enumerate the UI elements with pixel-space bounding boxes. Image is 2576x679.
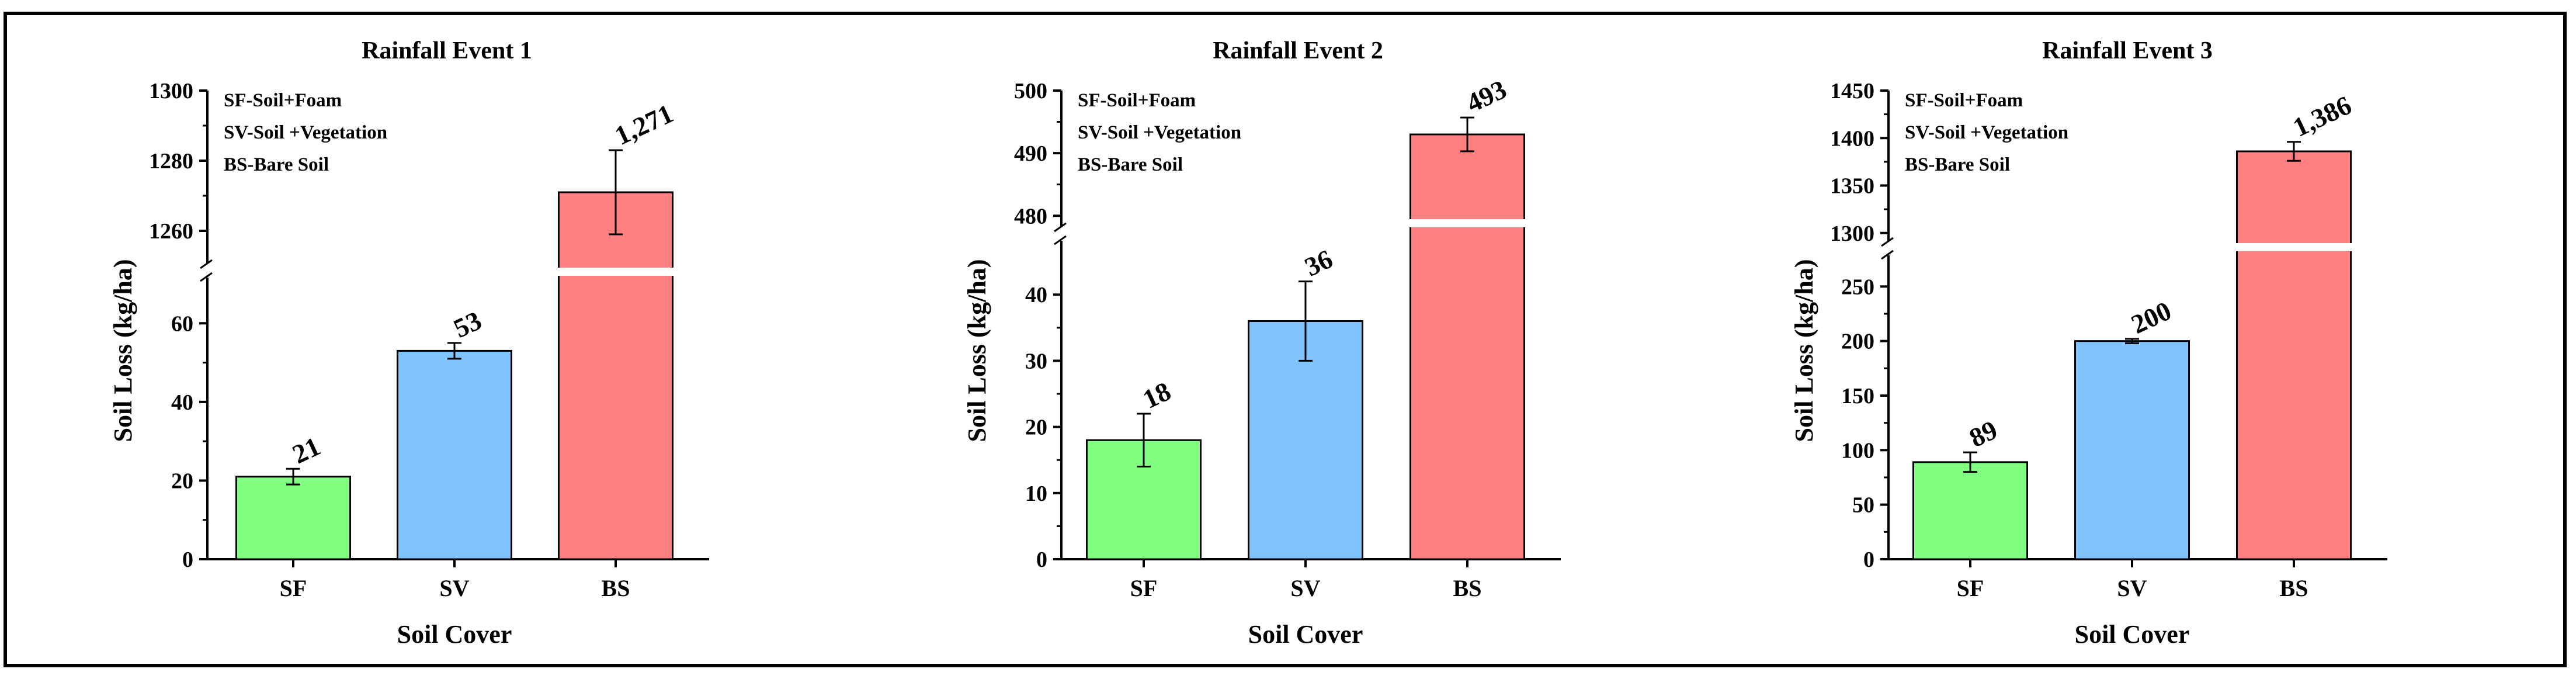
legend-entry: BS-Bare Soil (1078, 154, 1183, 175)
chart-title: Rainfall Event 1 (362, 37, 532, 64)
legend-entry: BS-Bare Soil (1905, 154, 2010, 175)
data-label: 493 (1462, 74, 1511, 118)
x-tick-label: SF (1957, 575, 1984, 601)
y-tick-label: 1260 (149, 219, 193, 244)
bar-sf (1912, 461, 2028, 560)
bar-break-band (2235, 243, 2352, 251)
bar-sf (235, 476, 351, 560)
x-tick-label: BS (602, 575, 630, 601)
y-tick-label: 250 (1841, 275, 1874, 299)
y-tick-label: 1450 (1830, 79, 1874, 103)
y-tick-label: 1280 (149, 149, 193, 174)
y-tick-label: 0 (1863, 548, 1874, 572)
chart-panel-event-2: Rainfall Event 2 0 10 20 30 40 480 490 500 Soil L… (963, 37, 1561, 649)
chart-title: Rainfall Event 3 (2042, 37, 2213, 64)
y-axis-title: Soil Loss (kg/ha) (1790, 259, 1818, 442)
x-tick-label: SV (1290, 575, 1320, 601)
legend-entry: SV-Soil +Vegetation (1078, 122, 1241, 143)
axis-break-mark (1054, 235, 1067, 245)
x-tick-label: SV (439, 575, 469, 601)
legend-entry: SF-Soil+Foam (224, 90, 342, 111)
bar-bs (2236, 150, 2352, 560)
data-label: 1,271 (610, 98, 678, 151)
y-tick-label: 150 (1841, 384, 1874, 408)
legend-entry: SV-Soil +Vegetation (224, 122, 387, 143)
data-label: 36 (1300, 244, 1337, 282)
y-tick-label: 20 (171, 469, 193, 493)
y-tick-label: 30 (1025, 349, 1047, 373)
y-tick-label: 20 (1025, 415, 1047, 440)
bar-sv (397, 349, 512, 560)
y-tick-label: 1300 (1830, 221, 1874, 246)
axis-break-mark (200, 272, 213, 282)
figure-frame (4, 12, 2567, 667)
y-tick-label: 0 (182, 548, 193, 572)
y-tick-label: 1350 (1830, 174, 1874, 199)
data-label: 18 (1138, 376, 1175, 414)
axis-break-mark (200, 259, 213, 269)
y-tick-label: 40 (1025, 283, 1047, 307)
axis-break-mark (1881, 250, 1894, 260)
x-tick-label: SV (2117, 575, 2147, 601)
y-tick-label: 40 (171, 390, 193, 415)
y-tick-label: 200 (1841, 330, 1874, 354)
data-label: 1,386 (2289, 90, 2356, 143)
chart-title: Rainfall Event 2 (1213, 37, 1383, 64)
y-tick-label: 1400 (1830, 126, 1874, 151)
y-axis-title: Soil Loss (kg/ha) (109, 259, 137, 442)
chart-panel-event-1: Rainfall Event 1 0 20 40 60 1260 1280 1300 Soil … (109, 37, 709, 649)
legend-entry: SF-Soil+Foam (1905, 90, 2023, 111)
data-label: 200 (2127, 296, 2176, 340)
bar-bs (1409, 133, 1525, 560)
data-label: 21 (288, 431, 325, 470)
bar-break-band (557, 268, 674, 276)
bar-break-band (1409, 219, 1526, 227)
legend-entry: BS-Bare Soil (224, 154, 329, 175)
data-label: 53 (449, 305, 486, 344)
y-tick-label: 60 (171, 311, 193, 336)
legend-entry: SV-Soil +Vegetation (1905, 122, 2068, 143)
x-axis-title: Soil Cover (397, 620, 512, 649)
x-tick-label: BS (1453, 575, 1482, 601)
y-tick-label: 1300 (149, 79, 193, 103)
x-axis-title: Soil Cover (1248, 620, 1363, 649)
x-tick-label: BS (2280, 575, 2308, 601)
y-tick-label: 50 (1852, 493, 1874, 518)
y-tick-label: 500 (1014, 79, 1047, 103)
data-label: 89 (1965, 414, 2002, 453)
chart-panel-event-3: Rainfall Event 3 0 50 100 150 200 250 1300 1350 1… (1790, 37, 2387, 649)
y-tick-label: 10 (1025, 481, 1047, 506)
y-tick-label: 0 (1036, 548, 1047, 572)
x-tick-label: SF (1130, 575, 1158, 601)
y-axis-title: Soil Loss (kg/ha) (963, 259, 991, 442)
x-tick-label: SF (280, 575, 307, 601)
bar-sv (2074, 340, 2190, 560)
axis-break-mark (1054, 222, 1067, 233)
bar-bs (558, 191, 673, 560)
x-axis-title: Soil Cover (2075, 620, 2190, 649)
axis-break-mark (1881, 237, 1894, 247)
legend-entry: SF-Soil+Foam (1078, 90, 1196, 111)
y-tick-label: 100 (1841, 438, 1874, 463)
y-tick-label: 490 (1014, 141, 1047, 166)
y-tick-label: 480 (1014, 204, 1047, 228)
